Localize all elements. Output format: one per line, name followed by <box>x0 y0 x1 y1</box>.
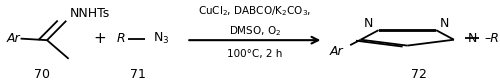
Text: 71: 71 <box>130 68 146 81</box>
Text: N: N <box>468 32 477 45</box>
Text: +: + <box>94 31 106 46</box>
Text: DMSO, O$_2$: DMSO, O$_2$ <box>228 25 281 38</box>
Text: NNHTs: NNHTs <box>70 7 110 20</box>
Text: 70: 70 <box>34 68 50 81</box>
Text: –R: –R <box>484 32 499 45</box>
Text: Ar: Ar <box>7 32 21 45</box>
Text: N: N <box>364 17 374 30</box>
Text: Ar: Ar <box>330 45 344 58</box>
Text: 72: 72 <box>412 68 428 81</box>
Text: N$_3$: N$_3$ <box>152 31 169 46</box>
Text: 100°C, 2 h: 100°C, 2 h <box>227 49 282 60</box>
Text: R: R <box>116 32 125 45</box>
Text: N: N <box>440 17 450 30</box>
Text: CuCl$_2$, DABCO/K$_2$CO$_3$,: CuCl$_2$, DABCO/K$_2$CO$_3$, <box>198 4 312 18</box>
